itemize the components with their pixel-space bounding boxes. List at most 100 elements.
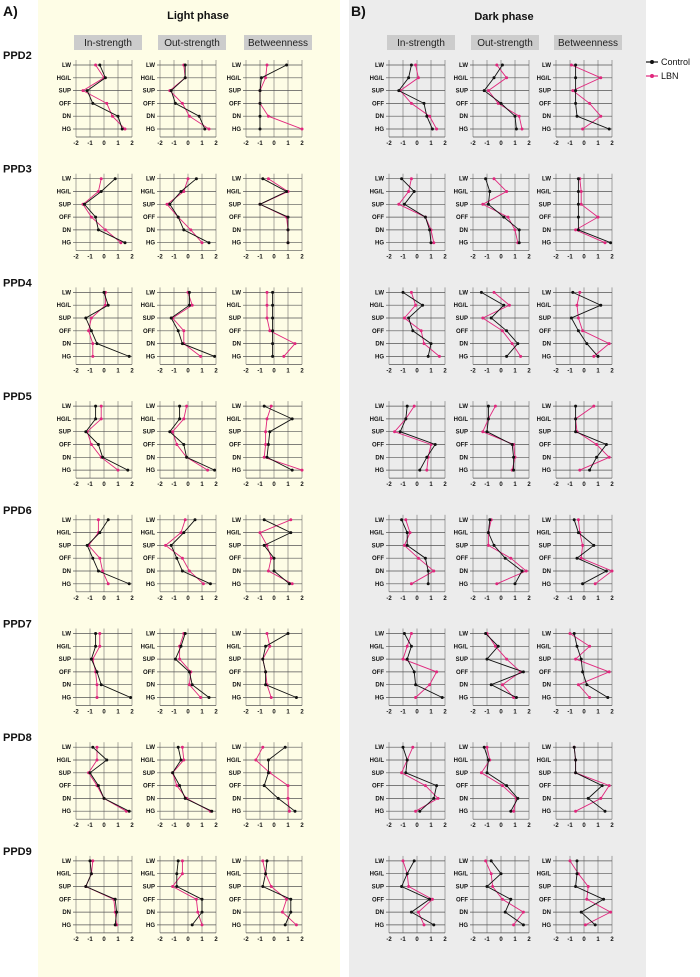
y-tick-label: SUP [456,316,468,322]
data-point-lbn [95,758,99,762]
x-tick-label: -1 [257,141,263,147]
x-tick-label: 0 [272,368,276,374]
data-point-lbn [187,683,191,687]
x-tick-label: 1 [286,823,290,829]
subplot-light-betweenness-ppd2: LW HG/L SUP OFF DN HG -2 -1 0 1 2 [227,60,304,147]
data-point-control [574,885,578,888]
x-tick-label: 0 [415,482,419,488]
data-point-lbn [419,329,423,333]
data-point-control [574,430,578,434]
x-tick-label: -1 [484,255,490,261]
x-tick-label: 2 [130,255,134,261]
x-tick-label: 1 [429,368,433,374]
subplot-light-out-strength-ppd2: LW HG/L SUP OFF DN HG -2 -1 0 1 2 [141,60,218,147]
data-point-control [210,809,214,813]
x-tick-label: -2 [386,255,392,261]
light-phase-background [38,0,340,977]
y-tick-label: LW [459,404,468,410]
data-point-control [574,76,578,80]
data-point-control [574,89,578,93]
metric-header-label: Betweenness [248,38,308,49]
data-point-control [262,543,266,547]
y-tick-label: SUP [143,89,155,95]
x-tick-label: 2 [130,937,134,943]
y-tick-label: HG [62,127,71,133]
series-line-control [262,633,297,698]
data-point-lbn [500,683,504,687]
data-point-control [517,228,521,232]
series-line-control [172,747,212,812]
data-point-control [183,76,187,80]
y-tick-label: LW [459,63,468,69]
series-line-lbn [255,746,290,812]
subplot-light-betweenness-ppd7: LW HG/L SUP OFF DN HG -2 -1 0 1 2 [227,628,304,716]
data-point-control [429,241,433,245]
y-tick-label: OFF [143,215,155,221]
x-tick-label: 1 [596,255,600,261]
data-point-lbn [269,696,273,699]
data-point-control [581,670,585,674]
data-point-control [96,443,100,446]
x-tick-label: -1 [400,141,406,147]
y-tick-label: HG/L [454,872,469,878]
series-line-control [402,747,438,812]
y-tick-label: DN [459,342,468,348]
y-tick-label: SUP [59,316,71,322]
data-point-control [485,885,489,888]
data-point-lbn [265,303,269,307]
x-tick-label: 1 [200,255,204,261]
data-point-lbn [517,114,521,118]
data-point-control [286,215,290,219]
data-point-lbn [509,556,513,560]
series-line-control [483,747,519,812]
y-tick-label: OFF [372,215,384,221]
data-point-lbn [519,354,523,358]
data-point-control [258,127,262,131]
data-point-control [486,417,490,421]
data-point-control [261,177,265,181]
y-tick-label: SUP [372,430,384,436]
data-point-lbn [569,63,573,67]
y-tick-label: HG/L [227,190,242,196]
x-tick-label: -2 [470,368,476,374]
data-point-control [499,872,503,876]
x-tick-label: -2 [73,937,79,943]
series-line-control [404,633,443,698]
y-tick-label: OFF [59,897,71,903]
x-tick-label: -2 [553,937,559,943]
data-point-lbn [607,342,611,346]
x-tick-label: -2 [243,596,249,602]
data-point-control [516,796,520,800]
y-tick-label: HG [542,809,551,815]
data-point-lbn [510,342,514,346]
x-tick-label: 0 [272,482,276,488]
y-tick-label: HG/L [370,758,385,764]
data-point-control [484,632,488,635]
x-tick-label: -1 [87,482,93,488]
x-tick-label: 1 [200,937,204,943]
data-point-control [258,114,262,118]
series-line-control [176,860,203,926]
subplot-light-betweenness-ppd4: LW HG/L SUP OFF DN HG -2 -1 0 1 2 [227,287,304,374]
data-point-lbn [171,430,175,434]
data-point-control [289,531,293,535]
data-point-control [503,556,507,560]
data-point-lbn [89,215,93,219]
data-point-lbn [422,342,426,346]
y-tick-label: LW [62,290,71,296]
x-tick-label: 1 [116,141,120,147]
x-tick-label: 0 [272,823,276,829]
data-point-control [129,696,133,699]
x-tick-label: 0 [582,141,586,147]
subplot-dark-out-strength-ppd5: LW HG/L SUP OFF DN HG -2 -1 0 1 2 [454,401,531,488]
y-tick-label: HG [542,241,551,247]
series-line-lbn [569,633,611,698]
x-tick-label: 2 [443,255,447,261]
x-tick-label: -1 [484,482,490,488]
y-tick-label: DN [232,228,241,234]
y-tick-label: DN [232,569,241,575]
y-tick-label: HG/L [227,872,242,878]
data-point-control [85,89,89,93]
x-tick-label: 1 [286,368,290,374]
y-tick-label: DN [146,796,155,802]
